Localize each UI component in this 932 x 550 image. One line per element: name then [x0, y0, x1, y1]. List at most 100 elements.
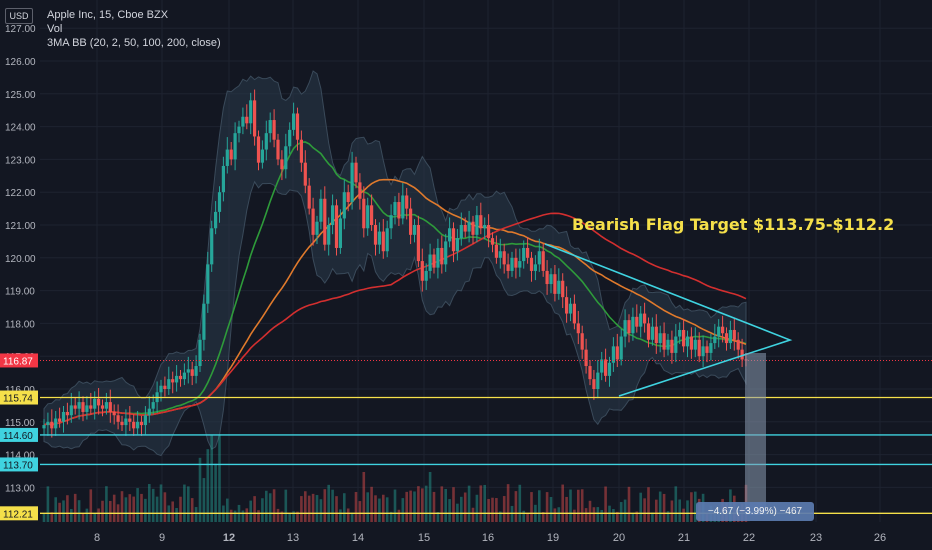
y-tick-label: 114.00	[5, 451, 35, 462]
x-tick-label: 8	[94, 532, 100, 544]
volume-bar	[253, 496, 256, 522]
candle-body	[393, 202, 397, 216]
candle-body	[611, 346, 615, 363]
volume-bar	[401, 498, 405, 522]
volume-bar	[643, 498, 646, 522]
y-tick-label: 113.00	[5, 483, 35, 494]
candle-body	[233, 133, 237, 160]
price-label: 114.60	[0, 427, 38, 442]
candle-body	[354, 162, 358, 183]
volume-bar	[366, 492, 369, 522]
volume-bar	[190, 498, 194, 522]
candle-body	[256, 136, 261, 163]
y-tick-label: 119.00	[5, 287, 35, 298]
volume-bar	[549, 496, 553, 522]
volume-bar	[241, 510, 245, 522]
volume-bar	[42, 514, 46, 522]
chart-legend: Apple Inc, 15, Cboe BZX Vol 3MA BB (20, …	[47, 8, 221, 50]
candle-body	[151, 402, 155, 409]
candle-body	[225, 149, 229, 166]
volume-bar	[202, 478, 206, 522]
volume-bar	[658, 491, 662, 522]
candle-body	[268, 120, 272, 134]
volume-bar	[276, 508, 280, 522]
candle-body	[147, 408, 151, 416]
candle-body	[490, 238, 495, 245]
volume-bar	[432, 491, 436, 522]
volume-bar	[674, 486, 678, 522]
volume-bar	[385, 497, 389, 522]
candle-body	[565, 297, 569, 314]
candle-body	[736, 339, 740, 350]
volume-bar	[393, 489, 397, 522]
candle-body	[721, 326, 725, 334]
candle-body	[436, 247, 440, 268]
volume-bar	[73, 493, 77, 522]
candle-body	[654, 326, 658, 344]
candle-body	[139, 421, 144, 426]
candle-body	[662, 333, 666, 350]
volume-bar	[514, 491, 518, 522]
candle-body	[362, 198, 366, 229]
price-label-box	[0, 506, 38, 521]
candle-body	[479, 215, 483, 229]
candle-body	[572, 303, 576, 324]
volume-bar	[112, 494, 116, 522]
candle-body	[713, 336, 717, 344]
x-tick-label: 22	[743, 532, 755, 544]
candle-body	[370, 205, 374, 225]
y-tick-label: 126.00	[5, 57, 36, 68]
volume-bar	[354, 491, 358, 522]
volume-bar	[612, 509, 615, 522]
candle-body	[600, 359, 604, 373]
volume-bar	[132, 496, 135, 522]
candle-body	[342, 192, 346, 219]
price-label-box	[0, 390, 38, 405]
candle-body	[705, 346, 709, 353]
x-tick-label: 13	[287, 532, 299, 544]
x-tick-label: 9	[159, 532, 165, 544]
volume-bar	[140, 493, 143, 522]
candle-body	[592, 379, 596, 389]
volume-bar	[651, 512, 654, 522]
candle-body	[498, 251, 502, 258]
volume-bar	[635, 511, 639, 522]
volume-bar	[101, 500, 104, 522]
candle-body	[459, 225, 463, 239]
candle-body	[506, 264, 510, 271]
volume-bar	[452, 487, 455, 522]
price-label: 116.87	[0, 353, 38, 368]
candle-body	[108, 402, 112, 412]
candle-body	[327, 225, 331, 245]
candle-body	[97, 398, 101, 406]
candle-body	[533, 264, 537, 271]
volume-bar	[226, 498, 229, 522]
volume-bar	[436, 511, 440, 522]
candle-body	[389, 215, 393, 229]
volume-bar	[155, 496, 159, 522]
volume-bar	[561, 484, 564, 522]
bearish-flag-annotation: Bearish Flag Target $113.75-$112.2	[572, 215, 895, 234]
candle-body	[311, 208, 315, 235]
volume-bar	[619, 502, 623, 522]
volume-bars	[42, 434, 748, 522]
volume-bar	[577, 489, 580, 522]
candle-body	[334, 205, 339, 248]
candle-body	[444, 241, 448, 265]
currency-badge[interactable]: USD	[5, 8, 33, 24]
candle-body	[483, 225, 487, 229]
volume-bar	[686, 500, 689, 522]
candle-body	[377, 231, 381, 245]
volume-bar	[315, 495, 319, 522]
candle-body	[693, 339, 697, 350]
volume-bar	[374, 495, 377, 522]
candle-body	[728, 329, 732, 344]
candle-body	[81, 402, 85, 412]
candle-body	[276, 139, 280, 160]
x-tick-label: 20	[613, 532, 625, 544]
volume-bar	[526, 513, 529, 522]
candle-body	[65, 411, 69, 416]
candle-body	[136, 421, 140, 429]
candle-body	[58, 418, 62, 422]
